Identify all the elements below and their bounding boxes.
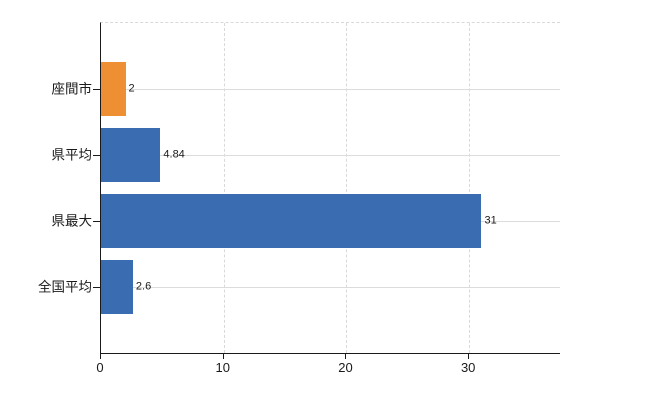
category-label: 県平均 — [51, 147, 93, 163]
category-label: 県最大 — [51, 213, 93, 229]
value-label: 2 — [128, 82, 135, 95]
x-axis-tick — [345, 354, 347, 359]
plot-area: 2 4.84 31 2.6 — [100, 22, 560, 354]
x-tick-label: 20 — [338, 360, 353, 375]
bar — [101, 128, 161, 182]
bar — [101, 260, 133, 314]
horizontal-gridline — [101, 155, 560, 156]
value-label: 4.84 — [163, 148, 185, 161]
x-axis-tick — [222, 354, 224, 359]
y-axis-tick — [93, 155, 100, 156]
x-tick-label: 0 — [96, 360, 104, 375]
y-axis-tick — [93, 221, 100, 222]
category-label: 全国平均 — [38, 279, 92, 295]
horizontal-gridline — [101, 287, 560, 288]
vertical-gridline — [223, 23, 225, 353]
vertical-gridline — [346, 23, 348, 353]
value-label: 31 — [484, 214, 497, 227]
vertical-gridline — [469, 23, 471, 353]
y-axis-tick — [93, 287, 100, 288]
x-tick-label: 30 — [460, 360, 476, 375]
bar — [101, 62, 126, 116]
bar — [101, 194, 482, 248]
x-tick-label: 10 — [215, 360, 230, 375]
x-axis-tick — [100, 354, 101, 359]
x-axis-tick — [468, 354, 470, 359]
y-axis-tick — [93, 89, 100, 90]
category-label: 座間市 — [51, 81, 93, 97]
value-label: 2.6 — [135, 280, 152, 293]
horizontal-gridline — [101, 89, 560, 90]
